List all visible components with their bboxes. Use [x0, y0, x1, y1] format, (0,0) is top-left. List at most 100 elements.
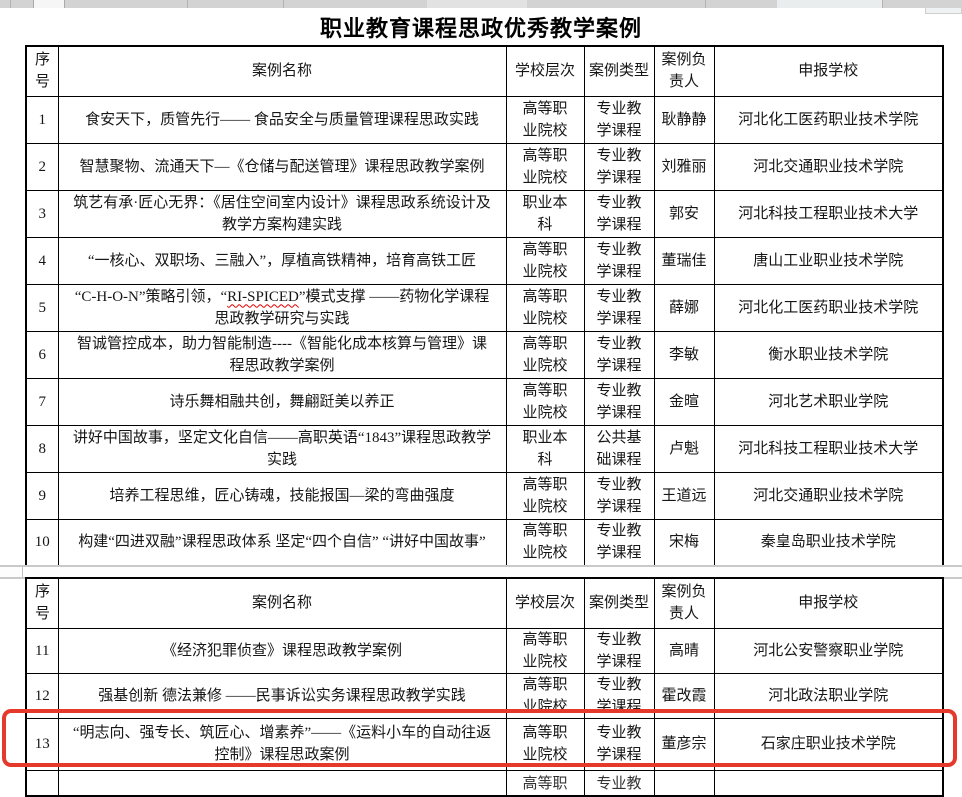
case-leader: 卢魁	[653, 424, 715, 473]
col-header-leader: 案例负责人	[653, 45, 715, 97]
col-header-case-name: 案例名称	[57, 45, 507, 97]
case-leader: 董彦宗	[653, 717, 715, 771]
case-type: 专业教学课程	[583, 627, 655, 674]
gridline	[882, 0, 883, 8]
school-level: 职业本科	[505, 424, 585, 473]
case-name: “明志向、强专长、筑匠心、增素养”——《运料小车的自动往返控制》课程思政案例	[57, 717, 507, 771]
applicant-school: 河北交通职业技术学院	[713, 142, 944, 191]
applicant-school: 衡水职业技术学院	[713, 330, 944, 379]
table-row: 9 培养工程思维，匠心铸魂，技能报国—梁的弯曲强度 高等职业院校 专业教学课程 …	[25, 471, 944, 520]
case-type: 专业教学课程	[583, 236, 655, 285]
case-name: 诗乐舞相融共创，舞翩跹美以养正	[57, 377, 507, 426]
school-level: 高等职业院校	[505, 236, 585, 285]
school-level: 高等职业院校	[505, 377, 585, 426]
applicant-school: 石家庄职业技术学院	[713, 717, 944, 771]
case-leader: 薛娜	[653, 283, 715, 332]
gridline	[283, 0, 284, 8]
school-level: 高等职业院校	[505, 330, 585, 379]
case-name: 筑艺有承·匠心无界：《居住空间室内设计》课程思政系统设计及教学方案构建实践	[57, 189, 507, 238]
case-no: 3	[25, 189, 59, 238]
case-type: 专业教学课程	[583, 95, 655, 144]
sheet-cell-light	[427, 0, 527, 8]
case-name: 智诚管控成本，助力智能制造----《智能化成本核算与管理》课程思政教学案例	[57, 330, 507, 379]
case-no: 9	[25, 471, 59, 520]
school-level: 高等职业院校	[505, 471, 585, 520]
col-header-school-level: 学校层次	[505, 577, 585, 629]
case-type: 专业教学课程	[583, 330, 655, 379]
case-no: 1	[25, 95, 59, 144]
table-row: 10 构建“四进双融”课程思政体系 坚定“四个自信” “讲好中国故事” 高等职业…	[25, 518, 944, 567]
table-row: 11 《经济犯罪侦查》课程思政教学案例 高等职业院校 专业教学课程 高晴 河北公…	[25, 627, 944, 674]
school-level: 高等职业院校	[505, 283, 585, 332]
case-leader: 宋梅	[653, 518, 715, 567]
case-no: 13	[25, 717, 59, 771]
case-name: 智慧聚物、流通天下—《仓储与配送管理》课程思政教学案例	[57, 142, 507, 191]
col-header-no: 序号	[25, 577, 59, 629]
case-no: 7	[25, 377, 59, 426]
case-leader: 王道远	[653, 471, 715, 520]
case-no: 10	[25, 518, 59, 567]
case-leader: 董瑞佳	[653, 236, 715, 285]
school-level: 职业本科	[505, 189, 585, 238]
case-leader: 高晴	[653, 627, 715, 674]
case-leader: 金暄	[653, 377, 715, 426]
case-no: 2	[25, 142, 59, 191]
header-row: 序号 案例名称 学校层次 案例类型 案例负责人 申报学校	[25, 45, 944, 97]
table-row: 2 智慧聚物、流通天下—《仓储与配送管理》课程思政教学案例 高等职业院校 专业教…	[25, 142, 944, 191]
case-name: “一核心、双职场、三融入”，厚植高铁精神，培育高铁工匠	[57, 236, 507, 285]
case-no: 12	[25, 672, 59, 719]
case-leader: 郭安	[653, 189, 715, 238]
col-header-school: 申报学校	[713, 577, 944, 629]
applicant-school: 河北科技工程职业技术大学	[713, 424, 944, 473]
case-type: 专业教学课程	[583, 377, 655, 426]
table-row: 5 “C-H-O-N”策略引领，“RI-SPICED”模式支撑 ——药物化学课程…	[25, 283, 944, 332]
table-row: 6 智诚管控成本，助力智能制造----《智能化成本核算与管理》课程思政教学案例 …	[25, 330, 944, 379]
case-type: 公共基础课程	[583, 424, 655, 473]
applicant-school: 秦皇岛职业技术学院	[713, 518, 944, 567]
case-name-part: “C-H-O-N”策略引领，“	[74, 288, 228, 305]
applicant-school: 唐山工业职业技术学院	[713, 236, 944, 285]
school-level: 高等职业院校	[505, 717, 585, 771]
applicant-school: 河北公安警察职业学院	[713, 627, 944, 674]
table-row: 4 “一核心、双职场、三融入”，厚植高铁精神，培育高铁工匠 高等职业院校 专业教…	[25, 236, 944, 285]
case-type: 专业教学课程	[583, 142, 655, 191]
case-no: 6	[25, 330, 59, 379]
table-row: 1 食安天下，质管先行—— 食品安全与质量管理课程思政实践 高等职业院校 专业教…	[25, 95, 944, 144]
case-type: 专业教学课程	[583, 717, 655, 771]
col-header-school-level: 学校层次	[505, 45, 585, 97]
col-header-case-name: 案例名称	[57, 577, 507, 629]
case-no: 4	[25, 236, 59, 285]
school-level: 高等职业院校	[505, 95, 585, 144]
case-name: 《经济犯罪侦查》课程思政教学案例	[57, 627, 507, 674]
school-level: 高等职业院校	[505, 142, 585, 191]
case-name: 讲好中国故事，坚定文化自信——高职英语“1843”课程思政教学实践	[57, 424, 507, 473]
applicant-school: 河北化工医药职业技术学院	[713, 95, 944, 144]
case-type: 专业教学课程	[583, 283, 655, 332]
table-row: 7 诗乐舞相融共创，舞翩跹美以养正 高等职业院校 专业教学课程 金暄 河北艺术职…	[25, 377, 944, 426]
col-header-case-type: 案例类型	[583, 45, 655, 97]
case-name-part: ”模式支撑 ——药物化学课程思政教学研究与实践	[214, 288, 490, 327]
spreadsheet-edge-strip	[0, 0, 962, 14]
case-type: 专业教学课程	[583, 189, 655, 238]
school-level: 高等职业院校	[505, 518, 585, 567]
sheet-cell-highlight	[33, 0, 65, 8]
case-name: 强基创新 德法兼修 ——民事诉讼实务课程思政教学实践	[57, 672, 507, 719]
case-no: 8	[25, 424, 59, 473]
col-header-leader: 案例负责人	[653, 577, 715, 629]
table-row-highlighted: 13 “明志向、强专长、筑匠心、增素养”——《运料小车的自动往返控制》课程思政案…	[25, 717, 944, 771]
col-header-school: 申报学校	[713, 45, 944, 97]
sheet-cell-light	[777, 0, 882, 8]
page-title: 职业教育课程思政优秀教学案例	[319, 16, 642, 41]
case-no: 5	[25, 283, 59, 332]
case-leader: 耿静静	[653, 95, 715, 144]
case-name: 培养工程思维，匠心铸魂，技能报国—梁的弯曲强度	[57, 471, 507, 520]
case-leader: 霍改霞	[653, 672, 715, 719]
case-type: 专业教学课程	[583, 672, 655, 719]
applicant-school: 河北艺术职业学院	[713, 377, 944, 426]
col-header-no: 序号	[25, 45, 59, 97]
gridline	[705, 0, 706, 8]
applicant-school: 河北政法职业学院	[713, 672, 944, 719]
case-type: 专业教学课程	[583, 471, 655, 520]
table-row: 3 筑艺有承·匠心无界：《居住空间室内设计》课程思政系统设计及教学方案构建实践 …	[25, 189, 944, 238]
applicant-school: 河北交通职业技术学院	[713, 471, 944, 520]
